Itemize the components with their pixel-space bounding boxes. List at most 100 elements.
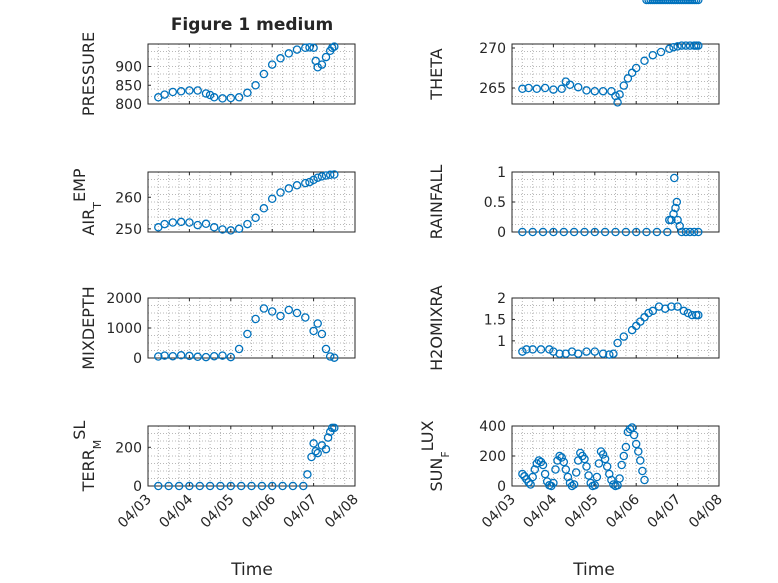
data-point [259, 304, 269, 313]
y-tick-label: 900 [115, 60, 142, 76]
data-point [522, 345, 531, 354]
data-point [195, 481, 205, 491]
data-point [555, 349, 564, 358]
data-point [303, 470, 312, 479]
data-point [590, 86, 600, 96]
y-tick-label: 0.5 [484, 195, 506, 211]
data-point [168, 351, 178, 361]
data-point [309, 175, 318, 185]
data-point [236, 481, 246, 491]
data-point [687, 310, 697, 320]
data-point [538, 460, 548, 470]
data-point [665, 44, 674, 54]
data-point [694, 0, 703, 5]
data-point [559, 457, 569, 467]
data-point [205, 481, 215, 491]
data-point [627, 68, 637, 78]
data-point [292, 181, 302, 190]
data-point [600, 227, 610, 237]
data-point [251, 314, 260, 324]
data-point [609, 480, 618, 489]
data-point [565, 80, 575, 90]
data-point [307, 452, 316, 462]
data-point [607, 475, 616, 485]
data-point [573, 82, 583, 92]
y-axis-label-pressure: PRESSURE [79, 32, 98, 116]
data-point [555, 451, 564, 461]
axes-box [147, 43, 356, 105]
data-point [648, 50, 658, 60]
data-point [681, 227, 691, 237]
data-point [251, 213, 260, 223]
data-point [313, 173, 322, 182]
data-point [313, 319, 322, 328]
data-point [193, 352, 202, 362]
x-tick-label: 04/05 [562, 492, 602, 532]
data-point [582, 86, 591, 95]
y-tick-label: 2 [497, 291, 506, 307]
subplots: 800 850 900 PRESSURE 265 270 THETA 250 260 AIRTEM… [70, 0, 726, 531]
y-axis-label-rainfall: RAINFALL [427, 165, 446, 240]
data-point [634, 447, 643, 456]
data-point [205, 90, 215, 100]
data-point [582, 347, 591, 356]
data-point [652, 227, 662, 237]
data-point [301, 43, 310, 53]
data-point [627, 423, 637, 432]
data-point [681, 41, 691, 50]
data-point [567, 481, 577, 491]
data-point [631, 227, 641, 237]
data-point [677, 41, 686, 50]
x-tick-label: 04/07 [281, 492, 321, 532]
data-point [694, 310, 703, 320]
data-point [598, 349, 608, 358]
x-axis-label-left: Time [230, 560, 273, 580]
data-point [185, 351, 194, 361]
y-tick-label: 200 [479, 449, 506, 465]
data-point [325, 170, 335, 180]
data-point [168, 87, 178, 97]
y-axis-label-h2omixra: H2OMIXRA [427, 285, 446, 371]
data-point [526, 480, 535, 489]
data-point [549, 478, 558, 488]
data-point [226, 352, 236, 362]
y-tick-label: 850 [115, 78, 142, 94]
data-point [154, 481, 163, 491]
y-tick-label: 1.5 [484, 312, 506, 328]
data-point [605, 350, 614, 359]
data-point [671, 203, 680, 213]
y-tick-label: 1 [497, 165, 506, 181]
data-point [247, 481, 256, 491]
x-tick-label: 04/07 [645, 492, 685, 532]
x-tick-label: 04/03 [479, 492, 519, 532]
data-point [209, 351, 219, 361]
data-point [176, 351, 186, 360]
data-point [644, 308, 653, 318]
figure-title: Figure 1 medium [171, 15, 333, 35]
data-point [683, 308, 693, 318]
data-point [284, 305, 294, 315]
data-point [226, 93, 236, 103]
panel-rainfall: 0 0.5 1 RAINFALL [427, 165, 720, 241]
data-point [573, 349, 583, 358]
x-tick-label: 04/04 [156, 491, 196, 531]
panel-theta: 265 270 THETA [427, 41, 720, 107]
data-point [663, 227, 672, 237]
data-point [625, 424, 635, 434]
data-point [619, 451, 629, 461]
data-point [257, 481, 267, 491]
axes-box [147, 171, 356, 233]
data-point [174, 481, 184, 491]
data-point [524, 478, 533, 487]
panel-terr_msl: 04/03 04/04 04/05 04/06 04/07 04/08 0 200 TERRMS… [70, 421, 362, 532]
data-point [615, 474, 624, 483]
data-point [636, 317, 645, 326]
data-point [176, 217, 186, 227]
x-tick-label: 04/04 [520, 491, 560, 531]
data-point [330, 353, 339, 362]
data-point [311, 446, 320, 456]
data-point [518, 469, 527, 479]
data-point [611, 227, 620, 237]
data-point [218, 94, 227, 103]
data-point [598, 450, 608, 459]
